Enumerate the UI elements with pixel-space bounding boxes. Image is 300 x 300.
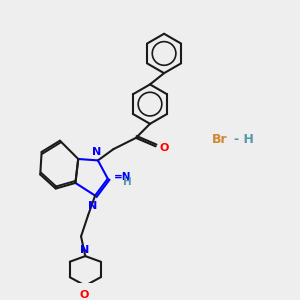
Text: =N: =N xyxy=(113,172,131,182)
Text: N: N xyxy=(92,147,101,157)
Text: O: O xyxy=(159,143,168,153)
Text: H: H xyxy=(123,176,132,187)
Text: - H: - H xyxy=(234,133,254,146)
Text: Br: Br xyxy=(212,133,227,146)
Text: N: N xyxy=(80,245,89,255)
Text: N: N xyxy=(88,201,97,211)
Text: O: O xyxy=(79,290,88,300)
